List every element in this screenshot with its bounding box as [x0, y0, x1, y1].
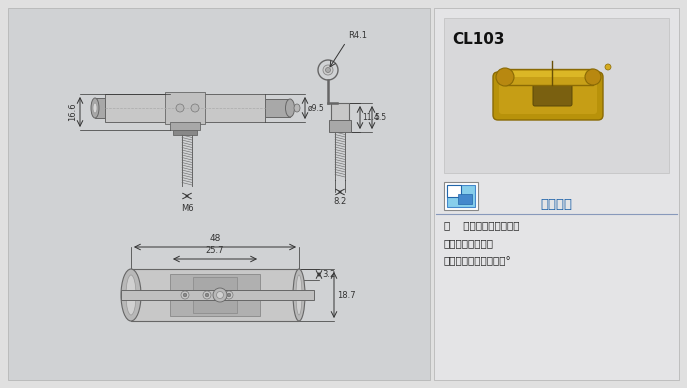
Ellipse shape	[294, 104, 300, 112]
Bar	[447, 185, 461, 197]
Text: M6: M6	[181, 204, 193, 213]
Ellipse shape	[296, 275, 302, 315]
Text: 3.2: 3.2	[322, 270, 335, 279]
Bar	[173, 130, 197, 135]
Bar	[505, 69, 593, 85]
Bar	[265, 99, 290, 117]
Bar	[121, 290, 314, 300]
Text: R4.1: R4.1	[348, 31, 367, 40]
Text: 18.7: 18.7	[337, 291, 356, 300]
Bar	[193, 277, 237, 313]
Circle shape	[585, 69, 601, 85]
Bar	[131, 269, 299, 321]
Ellipse shape	[93, 103, 97, 113]
Bar	[458, 194, 472, 204]
FancyBboxPatch shape	[499, 78, 597, 114]
Circle shape	[227, 293, 231, 297]
Circle shape	[326, 68, 330, 73]
Text: 材    质：碳锂馓连、销子: 材 质：碳锂馓连、销子	[444, 220, 519, 230]
Bar	[505, 71, 593, 77]
Bar	[444, 182, 478, 210]
Circle shape	[225, 291, 233, 299]
Text: 16.6: 16.6	[68, 103, 77, 121]
Ellipse shape	[286, 99, 295, 117]
Circle shape	[183, 293, 187, 297]
Bar	[447, 185, 475, 207]
Text: 11.4: 11.4	[362, 113, 379, 122]
Circle shape	[205, 293, 209, 297]
Circle shape	[213, 288, 227, 302]
Ellipse shape	[293, 269, 305, 321]
Bar	[329, 120, 351, 132]
Bar	[331, 103, 349, 131]
Text: 48: 48	[210, 234, 221, 243]
Text: 25.7: 25.7	[205, 246, 224, 255]
Bar	[444, 18, 669, 173]
Text: 表面处理：镀彩锌: 表面处理：镀彩锌	[444, 238, 494, 248]
Circle shape	[191, 104, 199, 112]
Bar	[434, 8, 679, 380]
FancyBboxPatch shape	[493, 72, 603, 120]
Bar	[165, 92, 205, 124]
Text: ø9.5: ø9.5	[308, 104, 325, 113]
Ellipse shape	[91, 98, 99, 118]
Bar	[170, 274, 260, 316]
Circle shape	[323, 65, 333, 75]
Bar	[8, 8, 430, 380]
Text: 8.2: 8.2	[333, 197, 347, 206]
Bar	[105, 94, 265, 122]
Circle shape	[216, 291, 223, 298]
Circle shape	[605, 64, 611, 70]
Text: CL103: CL103	[452, 32, 504, 47]
Circle shape	[203, 291, 211, 299]
FancyBboxPatch shape	[533, 84, 572, 106]
Text: 结构说明：可开启角度°: 结构说明：可开启角度°	[444, 256, 512, 266]
Ellipse shape	[126, 275, 136, 315]
Circle shape	[496, 68, 514, 86]
Ellipse shape	[121, 269, 141, 321]
Bar	[170, 122, 200, 130]
Circle shape	[176, 104, 184, 112]
Text: 特征说明: 特征说明	[540, 198, 572, 211]
Circle shape	[181, 291, 189, 299]
Bar	[95, 98, 105, 118]
Text: 5.5: 5.5	[374, 113, 386, 122]
